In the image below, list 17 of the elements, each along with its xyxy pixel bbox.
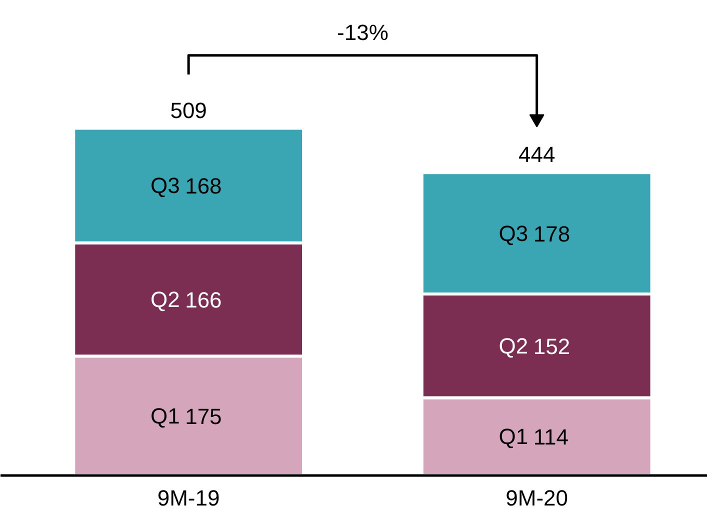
data-label: 178 [533,221,570,246]
data-label: 175 [185,404,222,429]
total-label: 509 [170,98,207,123]
text: -13% [337,20,388,45]
series-label: Q1 [498,424,528,450]
text: Q3 [498,220,528,246]
series-label: Q2 [498,333,528,358]
total-label: 444 [518,142,556,168]
text: Q1 [150,403,180,428]
x-tick-label: 9M-20 [506,486,568,510]
text: Q2 [150,287,180,312]
x-tick-label: 9M-19 [157,486,220,510]
data-label: 114 [533,424,568,450]
data-label: 168 [185,174,222,199]
data-label: 166 [185,288,222,312]
data-label: 152 [533,334,570,359]
series-label: Q3 [150,173,180,198]
